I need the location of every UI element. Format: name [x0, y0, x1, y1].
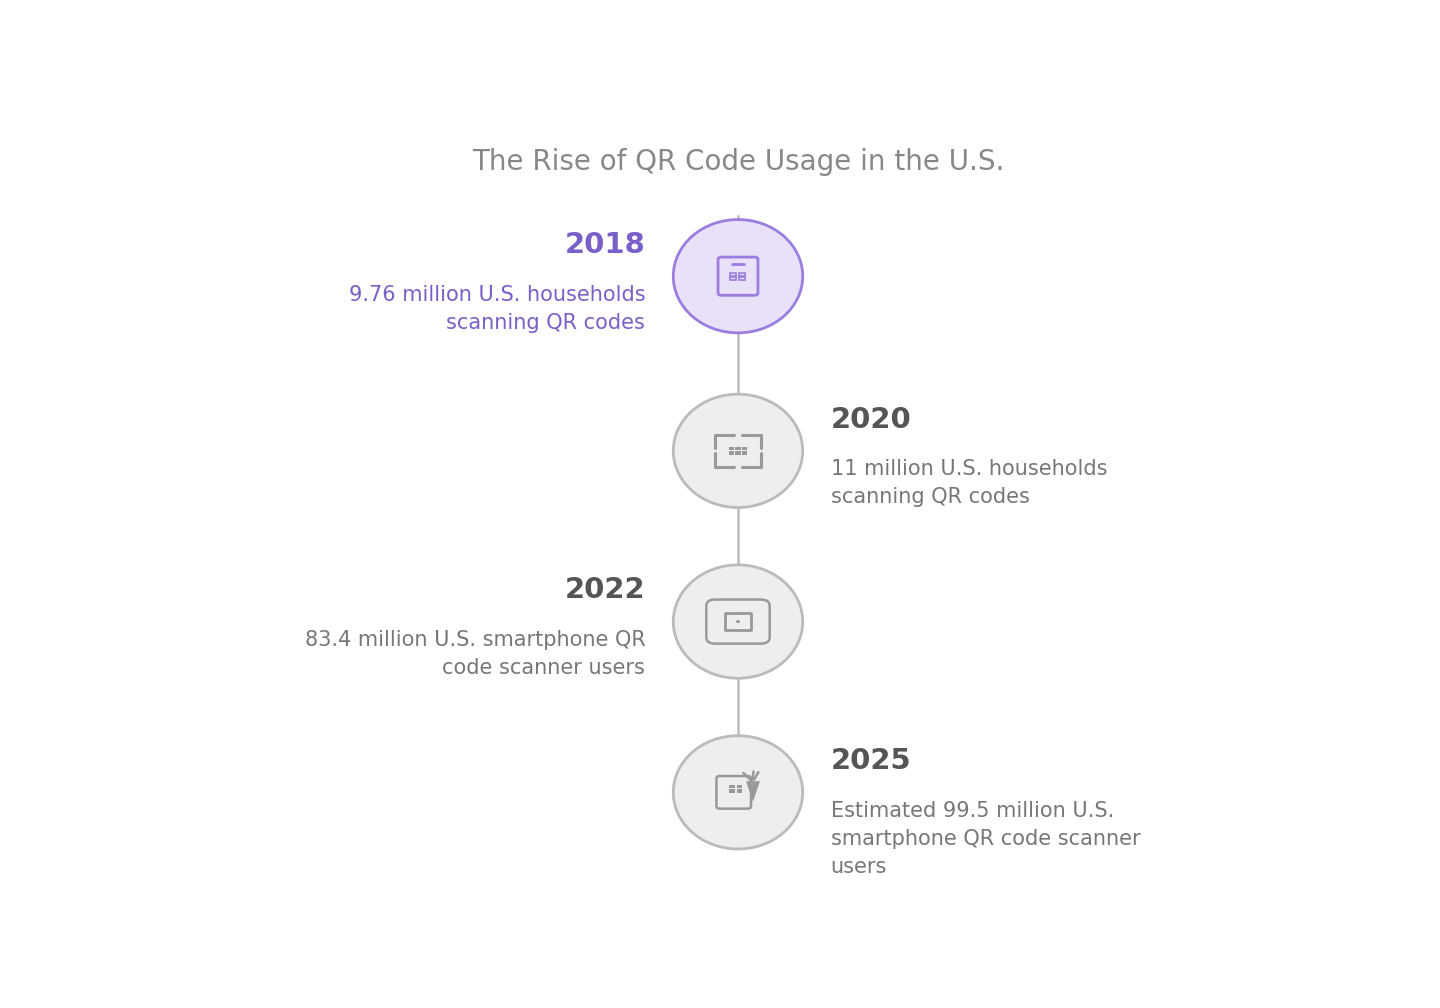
- Bar: [736, 452, 740, 455]
- Bar: [730, 784, 734, 788]
- Polygon shape: [746, 781, 760, 801]
- Bar: [737, 784, 742, 788]
- Ellipse shape: [674, 564, 802, 678]
- Bar: [729, 452, 734, 455]
- Bar: [729, 447, 734, 451]
- Bar: [737, 789, 742, 792]
- Bar: [742, 452, 747, 455]
- Bar: [730, 789, 734, 792]
- Text: 2022: 2022: [564, 577, 645, 605]
- Text: The Rise of QR Code Usage in the U.S.: The Rise of QR Code Usage in the U.S.: [472, 148, 1004, 176]
- Ellipse shape: [674, 736, 802, 849]
- Bar: [730, 276, 736, 280]
- Bar: [742, 447, 747, 451]
- Ellipse shape: [674, 220, 802, 333]
- Text: 9.76 million U.S. households
scanning QR codes: 9.76 million U.S. households scanning QR…: [348, 284, 645, 333]
- Text: 2025: 2025: [831, 747, 912, 775]
- Bar: [739, 273, 744, 277]
- Text: 2018: 2018: [564, 231, 645, 259]
- Bar: [739, 276, 744, 280]
- Text: 83.4 million U.S. smartphone QR
code scanner users: 83.4 million U.S. smartphone QR code sca…: [305, 630, 645, 678]
- Text: Estimated 99.5 million U.S.
smartphone QR code scanner
users: Estimated 99.5 million U.S. smartphone Q…: [831, 800, 1140, 877]
- Ellipse shape: [674, 394, 802, 507]
- Circle shape: [736, 620, 740, 623]
- Bar: [730, 273, 736, 277]
- Text: 11 million U.S. households
scanning QR codes: 11 million U.S. households scanning QR c…: [831, 460, 1107, 507]
- Text: 2020: 2020: [831, 405, 912, 433]
- Bar: [736, 447, 740, 451]
